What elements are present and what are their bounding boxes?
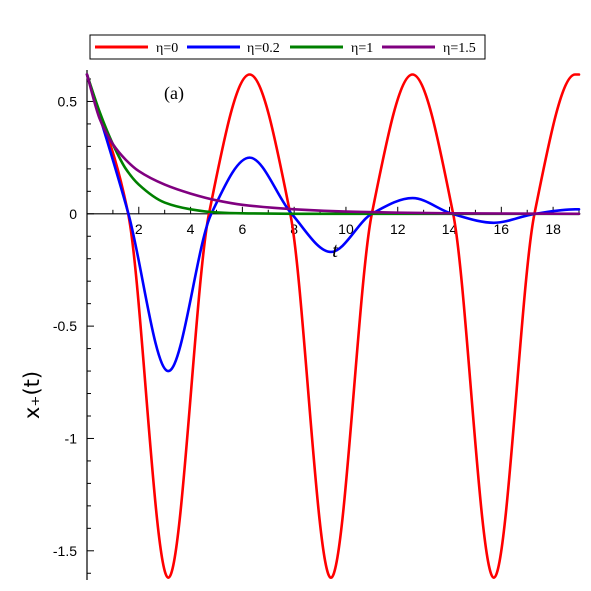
x-tick-label: 16 [494, 221, 510, 237]
series-line-3 [85, 73, 581, 216]
x-tick-label: 18 [545, 221, 561, 237]
x-tick-label: 8 [290, 221, 298, 237]
x-tick-label: 4 [187, 221, 195, 237]
y-tick-label: 0.5 [58, 93, 78, 109]
y-tick-label: -1.5 [53, 543, 77, 559]
labels-layer: t x₊(t) (a) [20, 83, 339, 419]
y-tick-label: -0.5 [53, 318, 77, 334]
x-tick-label: 2 [135, 221, 143, 237]
y-tick-label: -1 [65, 430, 78, 446]
x-tick-label: 10 [338, 221, 354, 237]
panel-label: (a) [164, 83, 184, 104]
series-layer [85, 73, 581, 580]
y-axis-label: x₊(t) [20, 371, 44, 419]
y-tick-label: 0 [69, 206, 77, 222]
x-tick-label: 12 [390, 221, 406, 237]
x-tick-label: 14 [442, 221, 458, 237]
legend-label-0: η=0 [156, 41, 178, 56]
legend: η=0 η=0.2 η=1 η=1.5 [89, 34, 486, 60]
series-line-1 [85, 73, 581, 373]
x-axis-label: t [332, 238, 339, 262]
legend-label-2: η=1 [351, 41, 373, 56]
legend-label-3: η=1.5 [443, 41, 476, 56]
axes: 2 4 6 8 10 12 14 16 18 0.5 0 -0.5 -1 -1.5 [53, 70, 580, 580]
series-line-2 [85, 73, 581, 216]
x-tick-label: 6 [238, 221, 246, 237]
series-line-0 [85, 73, 581, 580]
legend-label-1: η=0.2 [247, 41, 280, 56]
